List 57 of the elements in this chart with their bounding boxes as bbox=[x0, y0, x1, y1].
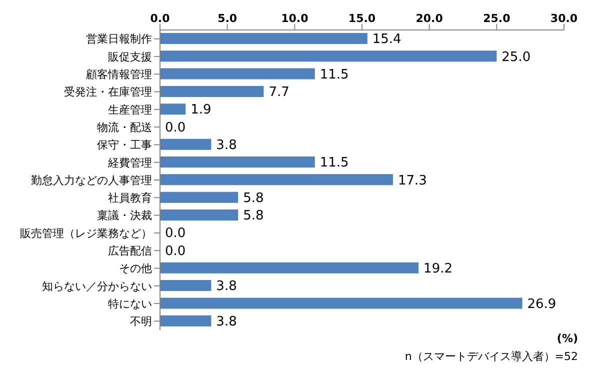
x-axis-title: (%) bbox=[556, 332, 579, 345]
data-label: 0.0 bbox=[165, 244, 186, 259]
y-tick-label: 社員教育 bbox=[108, 192, 152, 205]
bar bbox=[160, 298, 522, 309]
bar bbox=[160, 33, 368, 44]
data-label: 7.7 bbox=[268, 85, 290, 100]
text: n（スマートデバイス導入者）=52 bbox=[404, 349, 579, 364]
data-label: 5.8 bbox=[243, 208, 264, 224]
data-label: 25.0 bbox=[502, 50, 531, 65]
y-tick-label: 保守・工事 bbox=[97, 138, 152, 152]
data-label: 26.9 bbox=[527, 296, 556, 312]
y-tick-label: 特にない bbox=[108, 297, 152, 310]
data-label: 3.8 bbox=[216, 314, 237, 330]
bar bbox=[160, 315, 212, 326]
bar bbox=[160, 138, 212, 150]
bar bbox=[160, 174, 393, 186]
x-tick-label: 15.0 bbox=[348, 12, 376, 25]
x-tick-label: 10.0 bbox=[281, 12, 309, 25]
y-tick-label: 物流・配送 bbox=[97, 120, 152, 134]
x-tick-label: 25.0 bbox=[483, 12, 511, 25]
y-tick-label: 広告配信 bbox=[108, 244, 152, 258]
x-tick-label: 0.0 bbox=[150, 12, 170, 25]
y-tick-label: 勤怠入力などの人事管理 bbox=[31, 174, 152, 187]
bar bbox=[160, 86, 264, 97]
y-tick-label: 営業日報制作 bbox=[86, 32, 152, 46]
bar bbox=[160, 68, 315, 80]
data-label: 19.2 bbox=[424, 262, 453, 277]
data-label: 3.8 bbox=[216, 279, 237, 294]
y-tick-label: 知らない／分からない bbox=[42, 280, 152, 293]
y-tick-label: 生産管理 bbox=[108, 103, 152, 116]
y-tick-label: 販促支援 bbox=[108, 50, 152, 64]
y-tick-label: 不明 bbox=[130, 315, 152, 328]
data-label: 1.9 bbox=[190, 102, 212, 118]
data-label: 11.5 bbox=[320, 67, 349, 82]
data-label: 11.5 bbox=[320, 156, 349, 171]
y-tick-label: 顧客情報管理 bbox=[86, 68, 152, 82]
bar bbox=[160, 280, 212, 292]
y-tick-label: 経費管理 bbox=[107, 156, 152, 170]
bar bbox=[160, 50, 497, 62]
bar bbox=[160, 262, 419, 274]
data-label: 0.0 bbox=[165, 120, 186, 136]
y-tick-label: 稟議・決裁 bbox=[97, 209, 152, 222]
x-tick-label: 30.0 bbox=[550, 12, 578, 25]
data-label: 17.3 bbox=[398, 173, 427, 188]
y-tick-label: 受発注・在庫管理 bbox=[64, 86, 152, 99]
data-label: 0.0 bbox=[165, 226, 186, 242]
data-label: 3.8 bbox=[216, 138, 237, 153]
bar bbox=[160, 209, 238, 220]
data-label: 15.4 bbox=[372, 32, 402, 48]
bar bbox=[160, 192, 238, 203]
x-tick-label: 20.0 bbox=[416, 12, 444, 25]
y-tick-label: その他 bbox=[119, 262, 152, 276]
y-tick-label: 販売管理（レジ業務など） bbox=[20, 226, 152, 240]
bar bbox=[160, 104, 186, 115]
bar bbox=[160, 156, 315, 168]
data-label: 5.8 bbox=[243, 190, 264, 206]
x-tick-label: 5.0 bbox=[218, 12, 238, 25]
